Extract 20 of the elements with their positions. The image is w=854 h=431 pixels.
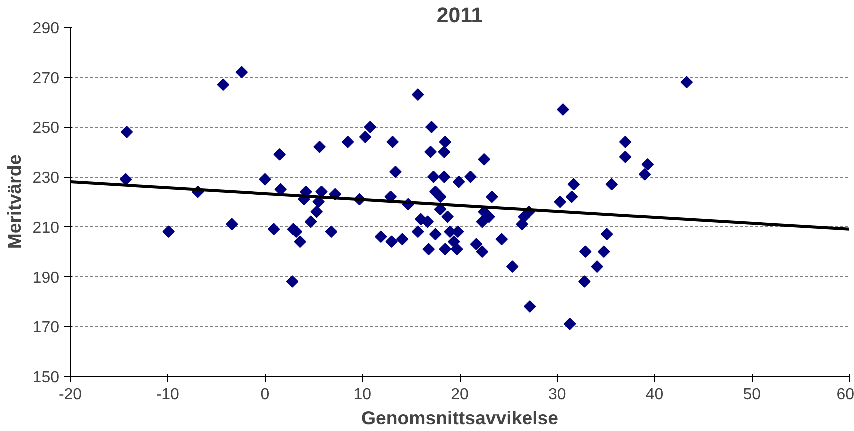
- x-tick-label: 20: [451, 386, 469, 404]
- x-tick-label: 60: [836, 386, 854, 404]
- y-tick-label: 290: [32, 20, 60, 38]
- y-tick-label: 150: [32, 370, 60, 386]
- y-tick-label: 250: [32, 120, 60, 138]
- x-axis-title: Genomsnittsavvikelse: [361, 408, 559, 428]
- y-tick-label: 270: [32, 70, 60, 88]
- x-tick-label: 50: [743, 386, 762, 404]
- x-tick-label: 30: [548, 386, 566, 404]
- x-tick-label: -20: [58, 386, 82, 404]
- y-tick-label: 170: [32, 320, 60, 337]
- y-axis-title: Meritvärde: [4, 154, 25, 250]
- x-tick-label: 10: [354, 386, 372, 404]
- y-tick-label: 230: [32, 170, 60, 188]
- x-tick-label: -10: [156, 386, 180, 404]
- chart-title: 2011: [436, 4, 484, 28]
- x-tick-label: 40: [646, 386, 664, 404]
- y-tick-label: 210: [32, 220, 60, 237]
- y-tick-label: 190: [32, 270, 60, 287]
- x-tick-label: 0: [260, 386, 270, 404]
